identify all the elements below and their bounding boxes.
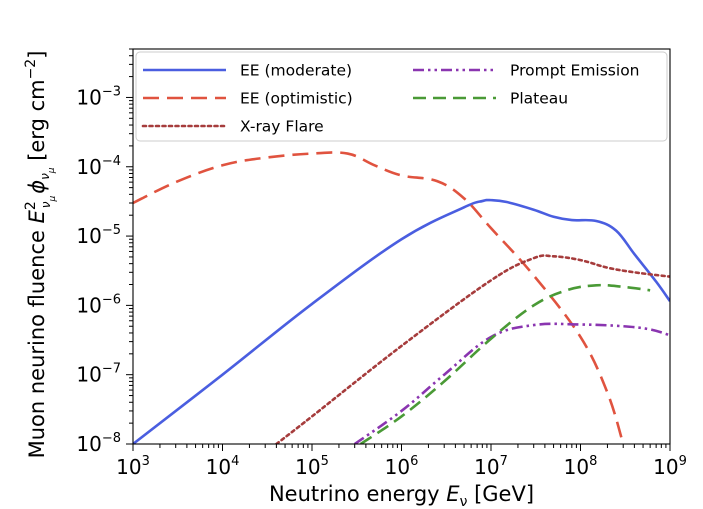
series-line-0 xyxy=(133,198,670,444)
y-tick-label: 10−5 xyxy=(76,223,121,248)
legend-box xyxy=(135,51,668,142)
series-layer xyxy=(133,151,670,444)
y-tick-label: 10−4 xyxy=(76,154,121,179)
legend-label: X-ray Flare xyxy=(240,118,324,136)
x-tick-label: 105 xyxy=(295,454,329,479)
y-tick-label: 10−7 xyxy=(76,362,121,387)
x-tick-label: 106 xyxy=(385,454,419,479)
x-tick-label: 107 xyxy=(474,454,508,479)
series-line-4 xyxy=(359,283,651,444)
x-tick-label: 109 xyxy=(653,454,687,479)
x-tick-label: 103 xyxy=(116,454,150,479)
legend-label: EE (moderate) xyxy=(240,62,352,80)
y-tick-label: 10−6 xyxy=(76,292,121,317)
y-axis-label: Muon neurino fluence E2νμϕνμ [erg cm−2] xyxy=(23,51,58,459)
series-line-3 xyxy=(353,322,670,444)
series-line-1 xyxy=(133,151,625,444)
legend-label: Prompt Emission xyxy=(510,62,640,80)
axis-labels: Neutrino energy Eν [GeV] Muon neurino flu… xyxy=(23,51,534,509)
axes-layer: 103 104 105 106 107 108 109 10−8 10−7 10−6 10−5 10−… xyxy=(76,48,687,479)
y-tick-label: 10−3 xyxy=(76,84,121,109)
x-tick-label: 104 xyxy=(206,454,240,479)
legend: EE (moderate) EE (optimistic) X-ray Flare P… xyxy=(135,51,668,142)
x-tick-label: 108 xyxy=(564,454,598,479)
series-line-2 xyxy=(275,254,670,444)
legend-label: Plateau xyxy=(510,90,568,108)
x-axis-label: Neutrino energy Eν [GeV] xyxy=(269,482,534,509)
legend-label: EE (optimistic) xyxy=(240,90,353,108)
y-tick-label: 10−8 xyxy=(76,431,121,456)
